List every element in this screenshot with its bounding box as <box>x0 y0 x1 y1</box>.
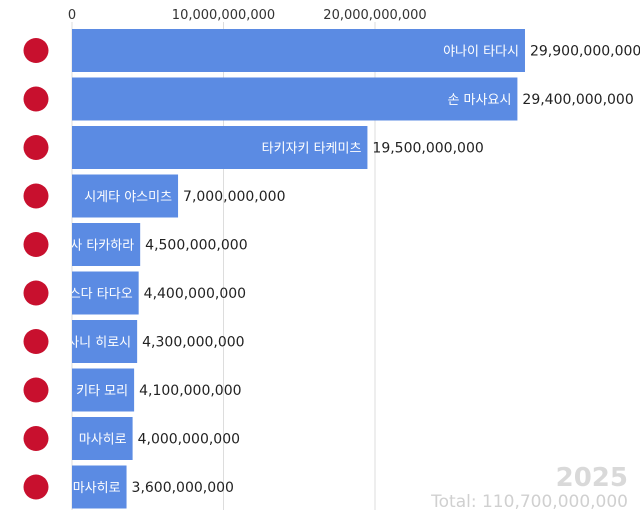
value-label: 19,500,000,000 <box>372 141 483 157</box>
bar <box>72 417 133 460</box>
japan-flag-icon <box>23 474 49 500</box>
value-label: 4,500,000,000 <box>145 238 247 254</box>
bar <box>72 174 179 218</box>
bar-group: 사 타카하라 4,500,000,000 <box>70 223 248 266</box>
bar-label: 마사히로 <box>73 481 121 496</box>
x-tick-label: 10,000,000,000 <box>172 8 275 23</box>
japan-flag-icon <box>23 86 49 112</box>
japan-flag-icon <box>23 183 49 209</box>
bar-group: 사니 히로시 4,300,000,000 <box>67 320 245 363</box>
bar-label: 손 마사요시 <box>447 93 511 108</box>
value-label: 4,400,000,000 <box>144 286 246 302</box>
bar-group: 시게타 야스미츠 7,000,000,000 <box>72 174 285 218</box>
value-label: 3,600,000,000 <box>132 480 234 496</box>
japan-flag-icon <box>23 135 49 160</box>
bar-group: 타키자키 타케미츠 19,500,000,000 <box>72 126 484 169</box>
year-label: 2025 <box>556 463 628 493</box>
bar-label: 스다 타다오 <box>69 287 133 302</box>
bar-label: 마사히로 <box>79 433 127 448</box>
x-tick-label: 0 <box>68 8 76 23</box>
bar <box>72 465 127 509</box>
japan-flag-icon <box>23 377 49 403</box>
value-label: 7,000,000,000 <box>183 189 285 205</box>
bar-label: 키타 모리 <box>76 384 128 399</box>
japan-flag-icon <box>23 426 49 451</box>
bar <box>72 126 368 169</box>
japan-flag-icon <box>23 232 49 257</box>
bar-label: 사 타카하라 <box>70 239 134 254</box>
bar-group: 스다 타다오 4,400,000,000 <box>69 271 246 315</box>
flag-icons <box>23 38 49 500</box>
bar-group: 손 마사요시 29,400,000,000 <box>72 77 634 121</box>
bar <box>72 271 139 315</box>
bars: 야나이 타다시 29,900,000,000 손 마사요시 29,400,000,00… <box>67 29 640 509</box>
bar <box>72 368 135 412</box>
bar-group: 마사히로 3,600,000,000 <box>72 465 234 509</box>
japan-flag-icon <box>23 329 49 354</box>
value-label: 4,300,000,000 <box>142 335 244 351</box>
value-label: 29,900,000,000 <box>530 44 640 60</box>
bar <box>72 29 525 72</box>
value-label: 29,400,000,000 <box>522 92 633 108</box>
bar-group: 마사히로 4,000,000,000 <box>72 417 240 460</box>
bar-label: 야나이 타다시 <box>443 45 519 60</box>
japan-flag-icon <box>23 280 49 306</box>
bar <box>72 223 141 266</box>
bar-label: 타키자키 타케미츠 <box>262 142 362 157</box>
value-label: 4,100,000,000 <box>139 383 241 399</box>
x-axis-ticks: 0 10,000,000,000 20,000,000,000 <box>68 8 427 23</box>
bar-label: 시게타 야스미츠 <box>84 190 172 205</box>
bar <box>72 77 518 121</box>
x-tick-label: 20,000,000,000 <box>323 8 426 23</box>
bar-label: 사니 히로시 <box>67 336 131 351</box>
bar <box>72 320 138 363</box>
japan-flag-icon <box>23 38 49 63</box>
bar-group: 야나이 타다시 29,900,000,000 <box>72 29 640 72</box>
value-label: 4,000,000,000 <box>138 432 240 448</box>
bar-group: 키타 모리 4,100,000,000 <box>72 368 242 412</box>
total-label: Total: 110,700,000,000 <box>430 492 628 512</box>
